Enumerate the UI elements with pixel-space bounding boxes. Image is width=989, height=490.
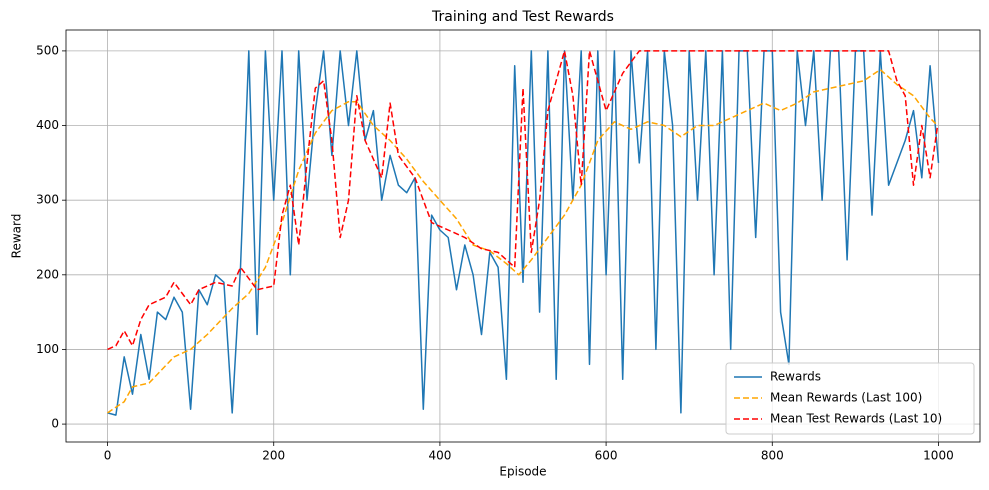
plot-area: [107, 50, 940, 416]
x-tick-label: 200: [262, 449, 285, 463]
x-axis-label: Episode: [499, 465, 546, 479]
y-tick-label: 400: [36, 118, 59, 132]
x-tick-label: 800: [761, 449, 784, 463]
x-tick-label: 0: [104, 449, 112, 463]
legend-label: Mean Rewards (Last 100): [770, 391, 922, 405]
legend-label: Mean Test Rewards (Last 10): [770, 412, 942, 426]
legend-box: [725, 362, 975, 435]
chart-title: Training and Test Rewards: [431, 9, 614, 25]
y-tick-label: 300: [36, 193, 59, 207]
y-tick-label: 100: [36, 342, 59, 356]
y-tick-label: 0: [51, 417, 59, 431]
series-line: [107, 50, 940, 416]
y-tick-label: 200: [36, 267, 59, 281]
plot-frame: [65, 29, 981, 443]
x-tick-label: 600: [595, 449, 618, 463]
x-tick-label: 1000: [923, 449, 954, 463]
legend-label: Rewards: [770, 370, 821, 384]
x-tick-label: 400: [428, 449, 451, 463]
series-line: [107, 50, 939, 351]
series-line: [107, 68, 939, 414]
y-axis-label: Reward: [10, 214, 24, 259]
y-tick-label: 500: [36, 43, 59, 57]
